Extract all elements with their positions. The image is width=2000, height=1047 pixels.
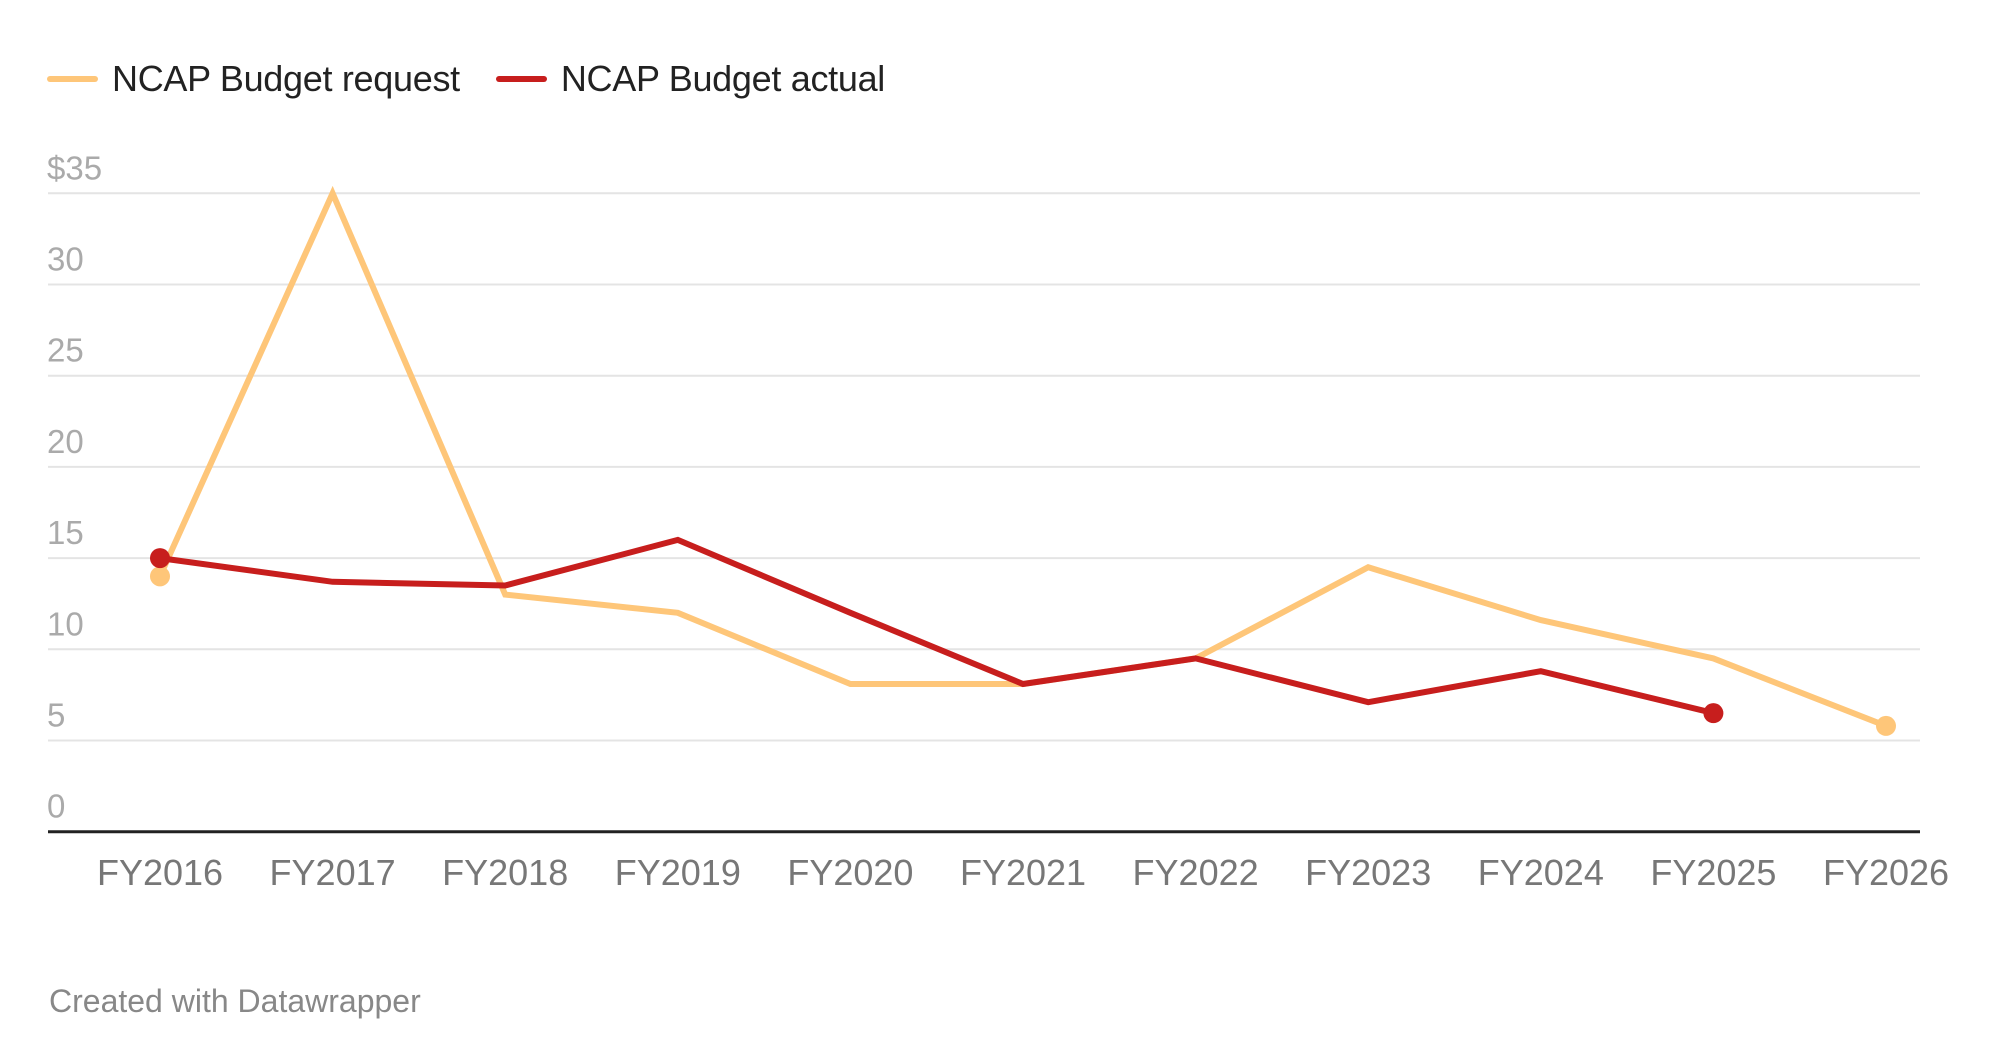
x-axis-tick-labels: FY2016 FY2017 FY2018 FY2019 FY2020 FY2021 FY20… [97,852,1949,893]
y-tick-label: 5 [47,697,65,734]
legend-label-budget-request: NCAP Budget request [112,58,460,99]
start-marker-ncap-budget-request [150,566,170,587]
y-axis-tick-labels: $35 30 25 20 15 10 5 0 [47,149,102,824]
x-tick-label: FY2019 [615,852,741,893]
x-tick-label: FY2026 [1823,852,1949,893]
x-tick-label: FY2025 [1650,852,1776,893]
series-line-ncap-budget-request [157,185,1888,729]
legend-swatch-budget-request [47,76,98,82]
series-markers [150,548,1896,736]
legend-label-budget-actual: NCAP Budget actual [560,58,885,99]
start-marker-ncap-budget-actual [150,548,170,569]
y-tick-label: 30 [47,241,84,278]
y-tick-label: 15 [47,514,84,551]
series-lines [157,185,1888,729]
x-tick-label: FY2017 [270,852,396,893]
x-tick-label: FY2018 [442,852,568,893]
legend-item-budget-actual[interactable]: NCAP Budget actual [495,58,885,100]
x-tick-label: FY2024 [1478,852,1604,893]
x-tick-label: FY2023 [1305,852,1431,893]
x-tick-label: FY2020 [787,852,913,893]
legend-swatch-budget-actual [495,76,547,82]
y-tick-label: 0 [47,788,65,825]
x-tick-label: FY2022 [1133,852,1259,893]
gridlines [48,192,1920,834]
x-tick-label: FY2021 [960,852,1086,893]
end-marker-ncap-budget-actual [1703,703,1724,724]
y-tick-label: 20 [47,423,84,460]
footer-credit: Created with Datawrapper [49,983,421,1019]
series-line-ncap-budget-actual [159,536,1715,717]
y-tick-label: 10 [47,605,84,642]
y-tick-label: 25 [47,332,84,369]
legend-item-budget-request[interactable]: NCAP Budget request [47,58,460,100]
end-marker-ncap-budget-request [1876,715,1896,736]
y-tick-label: $35 [47,149,102,186]
x-tick-label: FY2016 [97,852,223,893]
chart-legend: NCAP Budget request NCAP Budget actual [47,57,921,101]
